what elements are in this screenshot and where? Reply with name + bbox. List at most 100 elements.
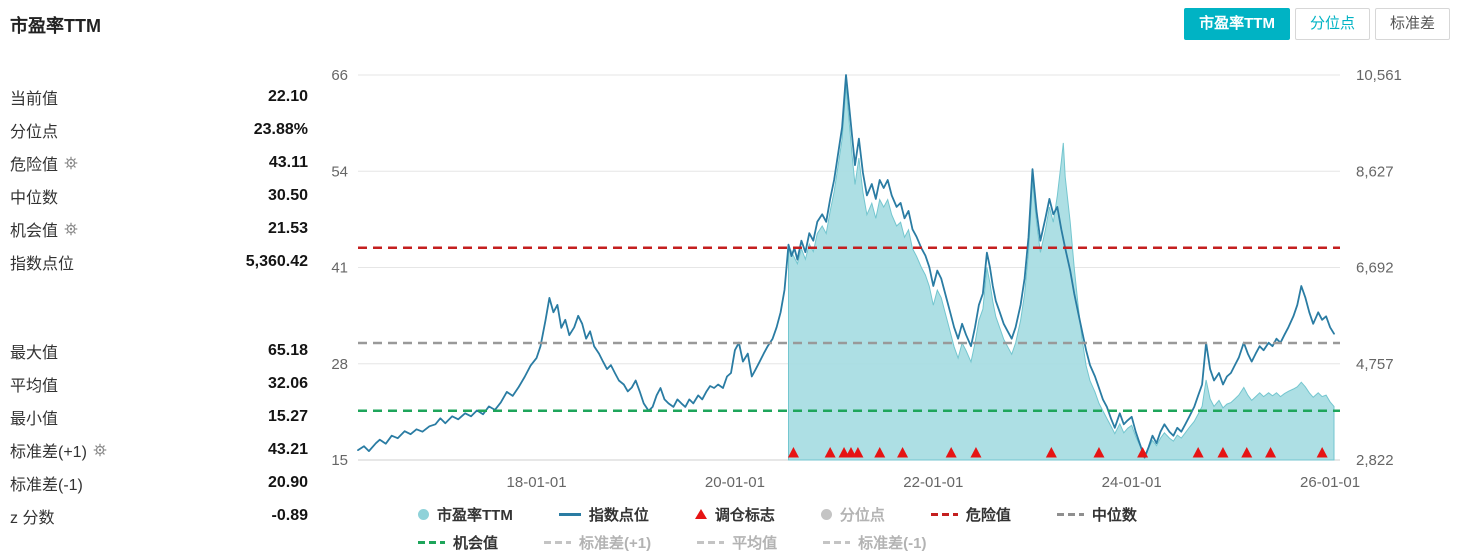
- legend-label: 分位点: [839, 506, 885, 524]
- legend-label: 危险值: [965, 506, 1011, 524]
- x-axis-tick-label: 18-01-01: [507, 474, 567, 491]
- stat-row-average-value: 平均值 32.06: [10, 367, 308, 400]
- legend-label: 市盈率TTM: [437, 506, 513, 524]
- valuation-chart: 66 10,561 54 8,627 41 6,692 28 4,757 15 2,822 18-0…: [331, 67, 1402, 491]
- stat-row-median: 中位数 30.50: [10, 179, 308, 212]
- stat-row-std-dev-minus1: 标准差(-1) 20.90: [10, 466, 308, 499]
- stat-value-danger-value: 43.11: [268, 153, 308, 171]
- stat-label-min-value: 最小值: [10, 410, 59, 428]
- index-points-line-series: [357, 74, 1335, 459]
- stat-value-index-points: 5,360.42: [245, 252, 308, 270]
- right-axis-tick-label: 8,627: [1356, 163, 1394, 180]
- legend-label: 中位数: [1091, 506, 1137, 524]
- stat-label-std-dev-plus1: 标准差(+1): [10, 438, 107, 462]
- stats-group-current: 当前值 22.10 分位点 23.88% 危险值 43.11 中位数 30.50 机会值 21.5…: [10, 80, 308, 278]
- legend-row-2: 机会值 标准差(+1) 平均值 标准差(-1): [310, 532, 1458, 552]
- line-marker-icon: [558, 512, 581, 516]
- left-axis-tick-label: 54: [331, 163, 348, 180]
- stat-row-max-value: 最大值 65.18: [10, 334, 308, 367]
- stat-value-z-score: -0.89: [271, 506, 308, 524]
- metric-tab-bar: 市盈率TTM 分位点 标准差: [1184, 8, 1450, 40]
- legend-label: 平均值: [732, 534, 778, 552]
- stat-row-index-points: 指数点位 5,360.42: [10, 245, 308, 278]
- dash-marker-icon: [930, 512, 958, 516]
- right-axis-tick-label: 10,561: [1356, 67, 1402, 84]
- legend-label: 标准差(+1): [579, 534, 652, 552]
- stat-label-std-dev-minus1: 标准差(-1): [10, 476, 83, 494]
- stat-value-percentile: 23.88%: [253, 120, 308, 138]
- rebalance-marker-icon: [787, 447, 799, 458]
- rebalance-marker-icon: [1217, 447, 1229, 458]
- right-axis-tick-label: 2,822: [1356, 452, 1394, 469]
- stat-label-z-score: z 分数: [10, 509, 55, 527]
- rebalance-marker-icon: [852, 447, 864, 458]
- rebalance-marker-icon: [1241, 447, 1253, 458]
- left-axis-tick-label: 66: [331, 67, 348, 84]
- legend-label: 机会值: [453, 534, 499, 552]
- left-axis-tick-label: 15: [331, 452, 348, 469]
- dash-marker-icon: [823, 540, 851, 544]
- stat-label-max-value: 最大值: [10, 344, 59, 362]
- rebalance-marker-icon: [1093, 447, 1105, 458]
- circle-marker-icon: [820, 508, 832, 520]
- tab-std-dev[interactable]: 标准差: [1374, 8, 1450, 40]
- stat-value-max-value: 65.18: [267, 341, 308, 359]
- legend-item-index-points[interactable]: 指数点位: [558, 504, 649, 525]
- chart-area: 66 10,561 54 8,627 41 6,692 28 4,757 15 2,822 18-0…: [310, 40, 1458, 507]
- stat-label-index-points: 指数点位: [10, 255, 75, 273]
- stat-row-min-value: 最小值 15.27: [10, 400, 308, 433]
- left-axis-tick-label: 28: [331, 356, 348, 373]
- dash-marker-icon: [418, 540, 445, 544]
- legend-item-average-value[interactable]: 平均值: [697, 532, 777, 553]
- stat-value-current-value: 22.10: [267, 87, 308, 105]
- legend-item-pe-ttm[interactable]: 市盈率TTM: [418, 504, 513, 525]
- stat-row-percentile: 分位点 23.88%: [10, 113, 308, 146]
- legend-item-median[interactable]: 中位数: [1056, 504, 1137, 525]
- tab-pe-ttm[interactable]: 市盈率TTM: [1184, 8, 1290, 40]
- legend-item-rebalance-marker[interactable]: 调仓标志: [694, 504, 775, 525]
- legend-item-percentile[interactable]: 分位点: [820, 504, 885, 525]
- rebalance-marker-icon: [824, 447, 836, 458]
- legend-item-std-dev-minus1[interactable]: 标准差(-1): [823, 532, 926, 553]
- settings-gear-icon[interactable]: [93, 443, 107, 457]
- stat-label-average-value: 平均值: [10, 377, 59, 395]
- settings-gear-icon[interactable]: [64, 222, 78, 236]
- stat-label-current-value: 当前值: [10, 90, 59, 108]
- stat-value-average-value: 32.06: [267, 374, 308, 392]
- stat-row-current-value: 当前值 22.10: [10, 80, 308, 113]
- rebalance-marker-icon: [945, 447, 957, 458]
- stat-label-opportunity-value: 机会值: [10, 217, 78, 241]
- legend-label: 指数点位: [588, 506, 649, 524]
- legend-item-std-dev-plus1[interactable]: 标准差(+1): [544, 532, 651, 553]
- stat-label-median: 中位数: [10, 189, 59, 207]
- legend-item-danger-value[interactable]: 危险值: [930, 504, 1011, 525]
- x-axis-tick-label: 20-01-01: [705, 474, 765, 491]
- circle-marker-icon: [418, 508, 429, 520]
- rebalance-marker-icon: [838, 447, 850, 458]
- rebalance-marker-icon: [1192, 447, 1204, 458]
- rebalance-marker-icon: [970, 447, 982, 458]
- legend-label: 标准差(-1): [858, 534, 927, 552]
- stat-label-percentile: 分位点: [10, 123, 59, 141]
- stat-value-median: 30.50: [267, 186, 308, 204]
- stat-value-std-dev-minus1: 20.90: [267, 473, 308, 491]
- legend-item-opportunity-value[interactable]: 机会值: [418, 532, 498, 553]
- x-axis-tick-label: 26-01-01: [1300, 474, 1360, 491]
- stat-row-std-dev-plus1: 标准差(+1) 43.21: [10, 433, 308, 466]
- stats-group-history: 最大值 65.18 平均值 32.06 最小值 15.27 标准差(+1) 43.21 标准差(…: [10, 334, 308, 532]
- dash-marker-icon: [1056, 512, 1084, 516]
- pe-ttm-area-series: [788, 86, 1335, 461]
- stats-panel: 当前值 22.10 分位点 23.88% 危险值 43.11 中位数 30.50 机会值 21.5…: [10, 80, 308, 532]
- rebalance-marker-icon: [1137, 447, 1149, 458]
- rebalance-marker-icon: [1316, 447, 1328, 458]
- stat-row-danger-value: 危险值 43.11: [10, 146, 308, 179]
- rebalance-marker-icon: [897, 447, 909, 458]
- stat-value-opportunity-value: 21.53: [267, 219, 308, 237]
- x-axis-tick-label: 22-01-01: [903, 474, 963, 491]
- settings-gear-icon[interactable]: [64, 156, 78, 170]
- stat-value-min-value: 15.27: [267, 407, 308, 425]
- stat-row-opportunity-value: 机会值 21.53: [10, 212, 308, 245]
- rebalance-marker-icon: [874, 447, 886, 458]
- tab-percentile[interactable]: 分位点: [1294, 8, 1370, 40]
